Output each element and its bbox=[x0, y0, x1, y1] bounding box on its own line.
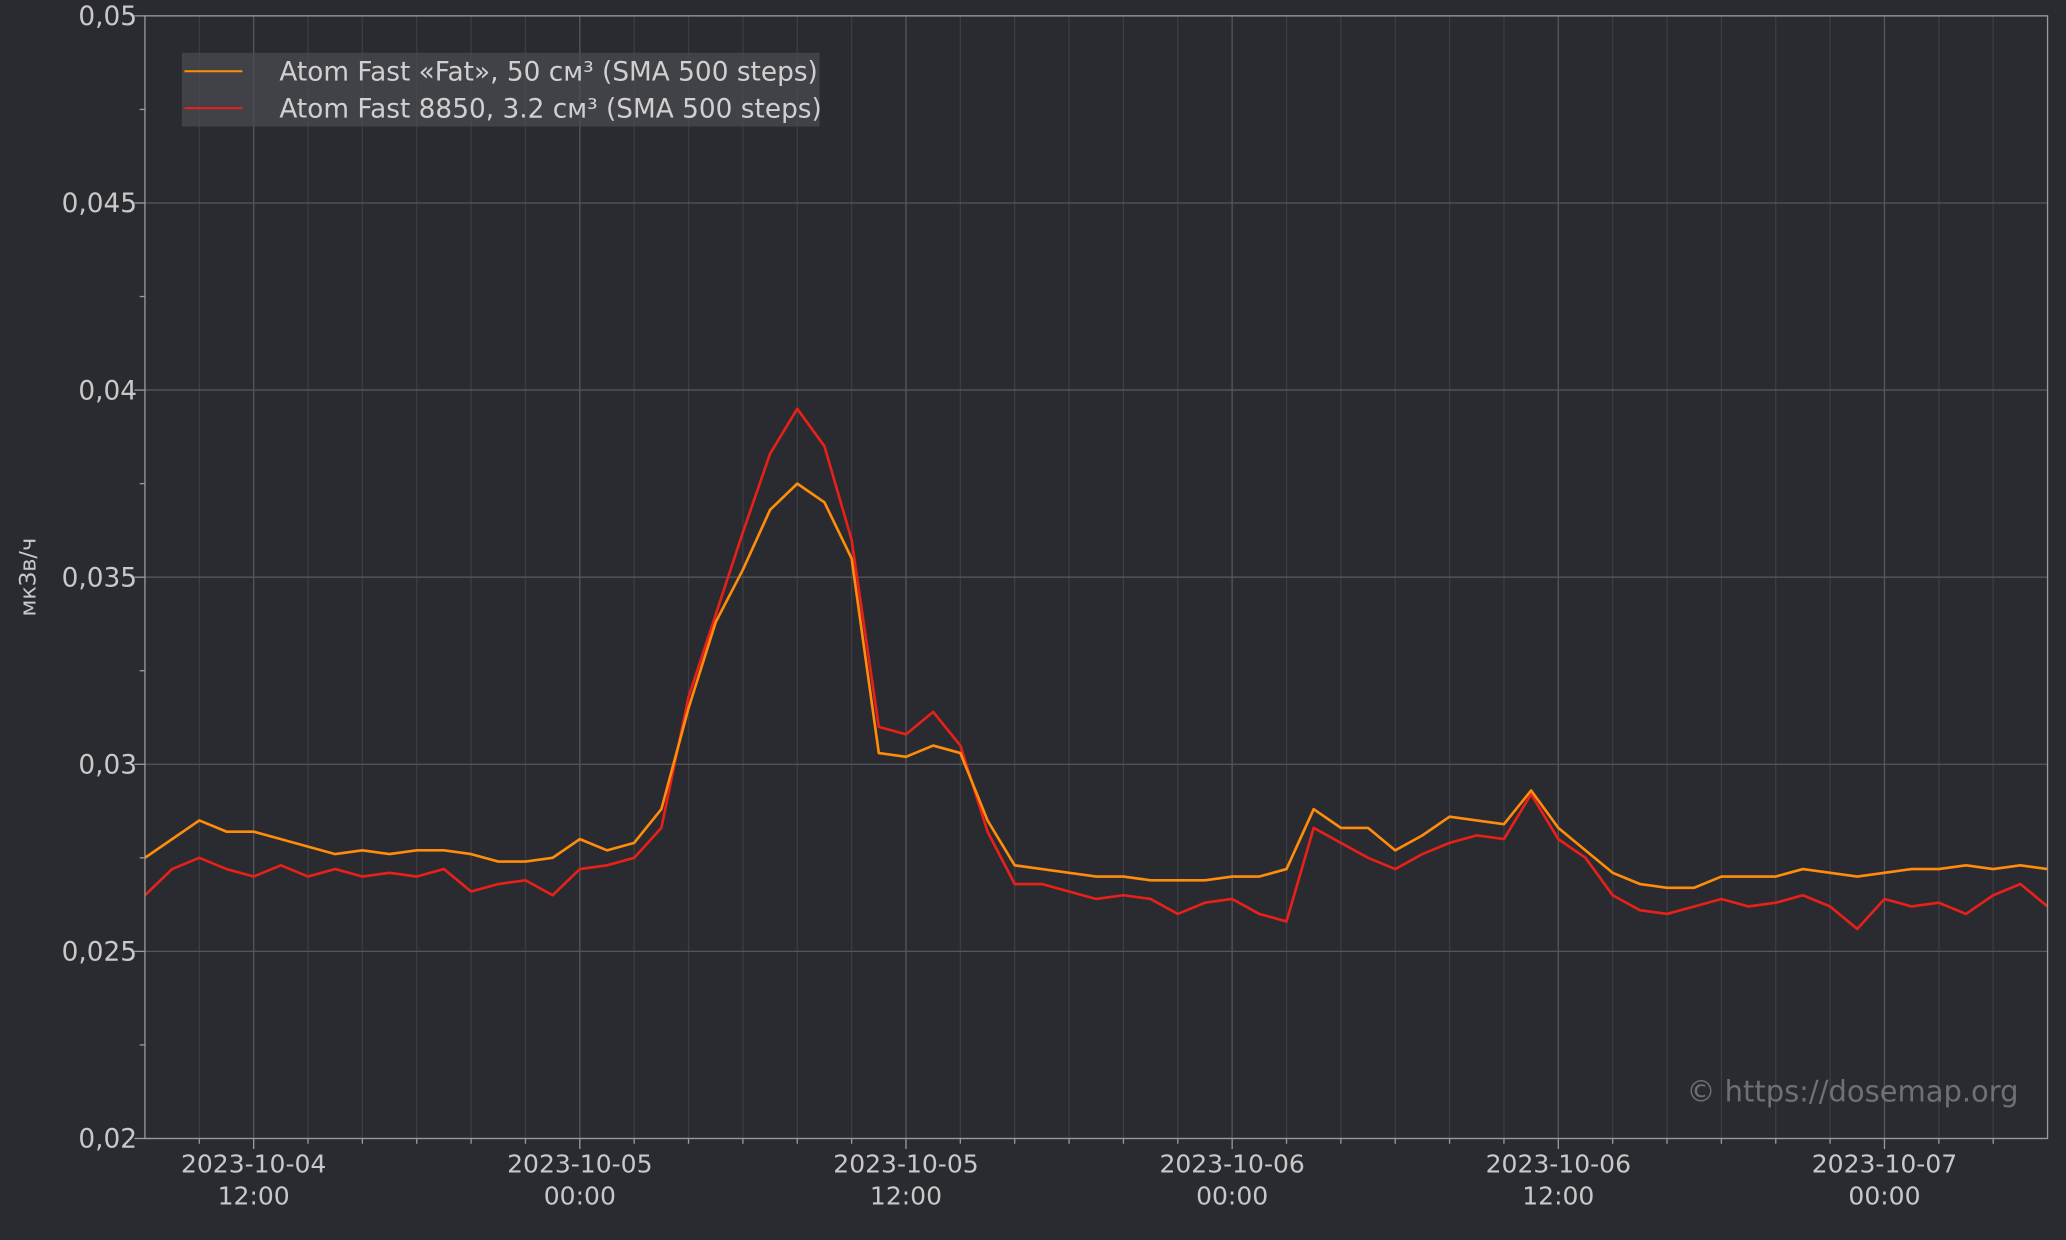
legend-label: Atom Fast «Fat», 50 см³ (SMA 500 steps) bbox=[279, 57, 818, 87]
legend-box bbox=[181, 52, 820, 127]
series-line bbox=[144, 407, 2048, 931]
legend-label: Atom Fast 8850, 3.2 см³ (SMA 500 steps) bbox=[279, 94, 821, 124]
y-axis-label: мкЗв/ч bbox=[16, 538, 42, 617]
x-tick-label: 2023-10-06 bbox=[1159, 1150, 1304, 1179]
x-tick-label: 12:00 bbox=[1522, 1181, 1594, 1210]
watermark: © https://dosemap.org bbox=[1686, 1075, 2018, 1109]
x-tick-label: 12:00 bbox=[870, 1181, 942, 1210]
x-tick-label: 2023-10-05 bbox=[833, 1150, 978, 1179]
series-line bbox=[144, 482, 2048, 890]
y-tick-label: 0,03 bbox=[78, 751, 137, 781]
y-tick-label: 0,025 bbox=[62, 938, 137, 968]
x-tick-label: 2023-10-07 bbox=[1812, 1150, 1957, 1179]
legend: Atom Fast «Fat», 50 см³ (SMA 500 steps) A… bbox=[181, 52, 822, 127]
x-tick-label: 00:00 bbox=[544, 1181, 616, 1210]
x-tick-label: 2023-10-04 bbox=[181, 1150, 326, 1179]
x-tick-label: 2023-10-06 bbox=[1486, 1150, 1631, 1179]
y-tick-label: 0,04 bbox=[78, 376, 137, 406]
y-tick-label: 0,045 bbox=[62, 189, 137, 219]
y-tick-label: 0,02 bbox=[78, 1125, 137, 1155]
x-tick-label: 00:00 bbox=[1848, 1181, 1920, 1210]
x-tick-label: 00:00 bbox=[1196, 1181, 1268, 1210]
axes: 2023-10-0412:002023-10-0500:002023-10-05… bbox=[62, 2, 1994, 1210]
y-tick-label: 0,05 bbox=[78, 2, 137, 32]
x-tick-label: 2023-10-05 bbox=[507, 1150, 652, 1179]
x-tick-label: 12:00 bbox=[218, 1181, 290, 1210]
y-tick-label: 0,035 bbox=[62, 563, 137, 593]
plot-lines bbox=[144, 407, 2048, 931]
